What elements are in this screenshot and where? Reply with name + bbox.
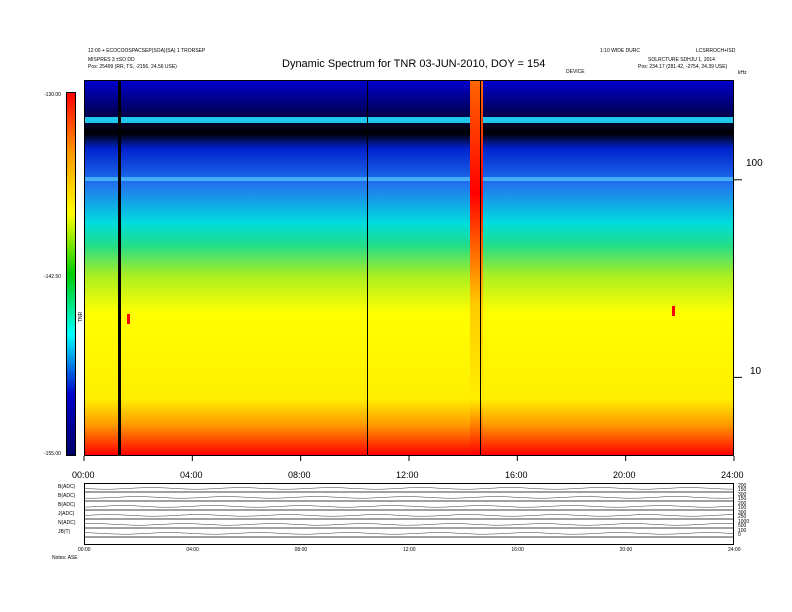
- unit-label: kHz: [738, 70, 747, 76]
- spectrogram-background: [85, 81, 733, 455]
- x-tick-0: 00:00: [72, 470, 95, 480]
- bottom-row-trace-5: [83, 532, 735, 535]
- bottom-row-tick-1-1: 150: [738, 496, 747, 502]
- bottom-row-tick-4-1: 500: [738, 523, 747, 529]
- bottom-row-tick-2-1: 100: [738, 505, 747, 511]
- bottom-row-label-0: B(ADC): [58, 484, 76, 490]
- bottom-row-label-5: JB(T): [58, 529, 71, 535]
- y-tick-100: 100: [746, 158, 763, 169]
- bottom-row-tick-1-0: 300: [738, 492, 747, 498]
- y-tick-10: 10: [750, 366, 762, 377]
- bottom-row-tick-4-0: 1000: [738, 519, 750, 525]
- bottom-time-tick-3: 12:00: [403, 547, 416, 553]
- bottom-time-tick-6: 24:00: [728, 547, 741, 553]
- bottom-row-trace-1: [83, 496, 735, 499]
- colorbar-tick-top: -130.00: [44, 92, 61, 98]
- x-tick-1: 04:00: [180, 470, 203, 480]
- x-tick-3: 12:00: [396, 470, 419, 480]
- bottom-row-trace-2: [83, 505, 735, 508]
- bottom-foot-label: Notes: ASE: [52, 555, 78, 561]
- bottom-row-label-4: N(ADC): [58, 520, 76, 526]
- bottom-row-tick-3-1: 250: [738, 514, 747, 520]
- radio-burst: [469, 81, 484, 455]
- colorbar: [66, 92, 76, 456]
- colorbar-tick-mid: -142.50: [44, 274, 61, 280]
- bottom-row-tick-0-1: 150: [738, 487, 747, 493]
- spectrogram-plot: [84, 80, 734, 456]
- bottom-row-tick-0-0: 200: [738, 483, 747, 489]
- spectrogram-cyan-band-lower: [85, 176, 733, 181]
- bottom-panel: [84, 483, 734, 545]
- vertical-line-0: [117, 81, 121, 455]
- red-spot-1: [671, 305, 675, 316]
- x-tick-5: 20:00: [613, 470, 636, 480]
- header-right-line3: Pos: 234.17 (281.42, -2754, 24.39 USE): [638, 64, 728, 70]
- bottom-time-tick-5: 20:00: [619, 547, 633, 553]
- header-center-small: DEVICE: [566, 69, 585, 75]
- spectrogram-cyan-band: [85, 117, 733, 124]
- bottom-row-tick-3-0: 300: [738, 510, 747, 516]
- header-right-line1: 1:10 WIDE DURC: [600, 48, 641, 54]
- x-tick-4: 16:00: [505, 470, 528, 480]
- vertical-line-1: [366, 81, 368, 455]
- header-left-line1: 12:00 + ECOCOOSPACSEP(SOA)(SA) 1 TRORSEP: [88, 48, 206, 54]
- bottom-row-tick-5-0: 100: [738, 528, 747, 534]
- bottom-row-label-2: B(ADC): [58, 502, 76, 508]
- header-left-line2: MISPRES 3 ±SO DD: [88, 57, 135, 63]
- x-tick-6: 24:00: [721, 470, 744, 480]
- bottom-row-tick-2-0: 200: [738, 501, 747, 507]
- x-tick-2: 08:00: [288, 470, 311, 480]
- bottom-row-trace-3: [83, 514, 735, 517]
- bottom-time-tick-2: 08:00: [294, 547, 308, 553]
- bottom-row-trace-4: [83, 523, 735, 526]
- header-left-line3: Pos: 25499 (RR, TS, -2156, 24.56 USE): [88, 64, 177, 70]
- bottom-time-tick-0: 00:00: [78, 547, 91, 553]
- header-right-line2: SOLRCTURE SDHJU 1, 2014: [648, 57, 715, 63]
- page-title: Dynamic Spectrum for TNR 03-JUN-2010, DO…: [282, 58, 546, 70]
- bottom-row-label-1: B(ADC): [58, 493, 76, 499]
- bottom-row-trace-0: [83, 487, 735, 490]
- colorbar-tick-bottom: -155.00: [44, 451, 61, 457]
- bottom-row-tick-5-1: 0: [738, 532, 741, 538]
- vertical-line-2: [480, 81, 482, 455]
- bottom-row-label-3: J(ADC): [58, 511, 75, 517]
- header-right-line1b: LCSRROCH+ISD: [696, 48, 736, 54]
- red-spot-0: [127, 313, 131, 324]
- bottom-time-tick-4: 16:00: [511, 547, 524, 553]
- bottom-time-tick-1: 04:00: [186, 547, 199, 553]
